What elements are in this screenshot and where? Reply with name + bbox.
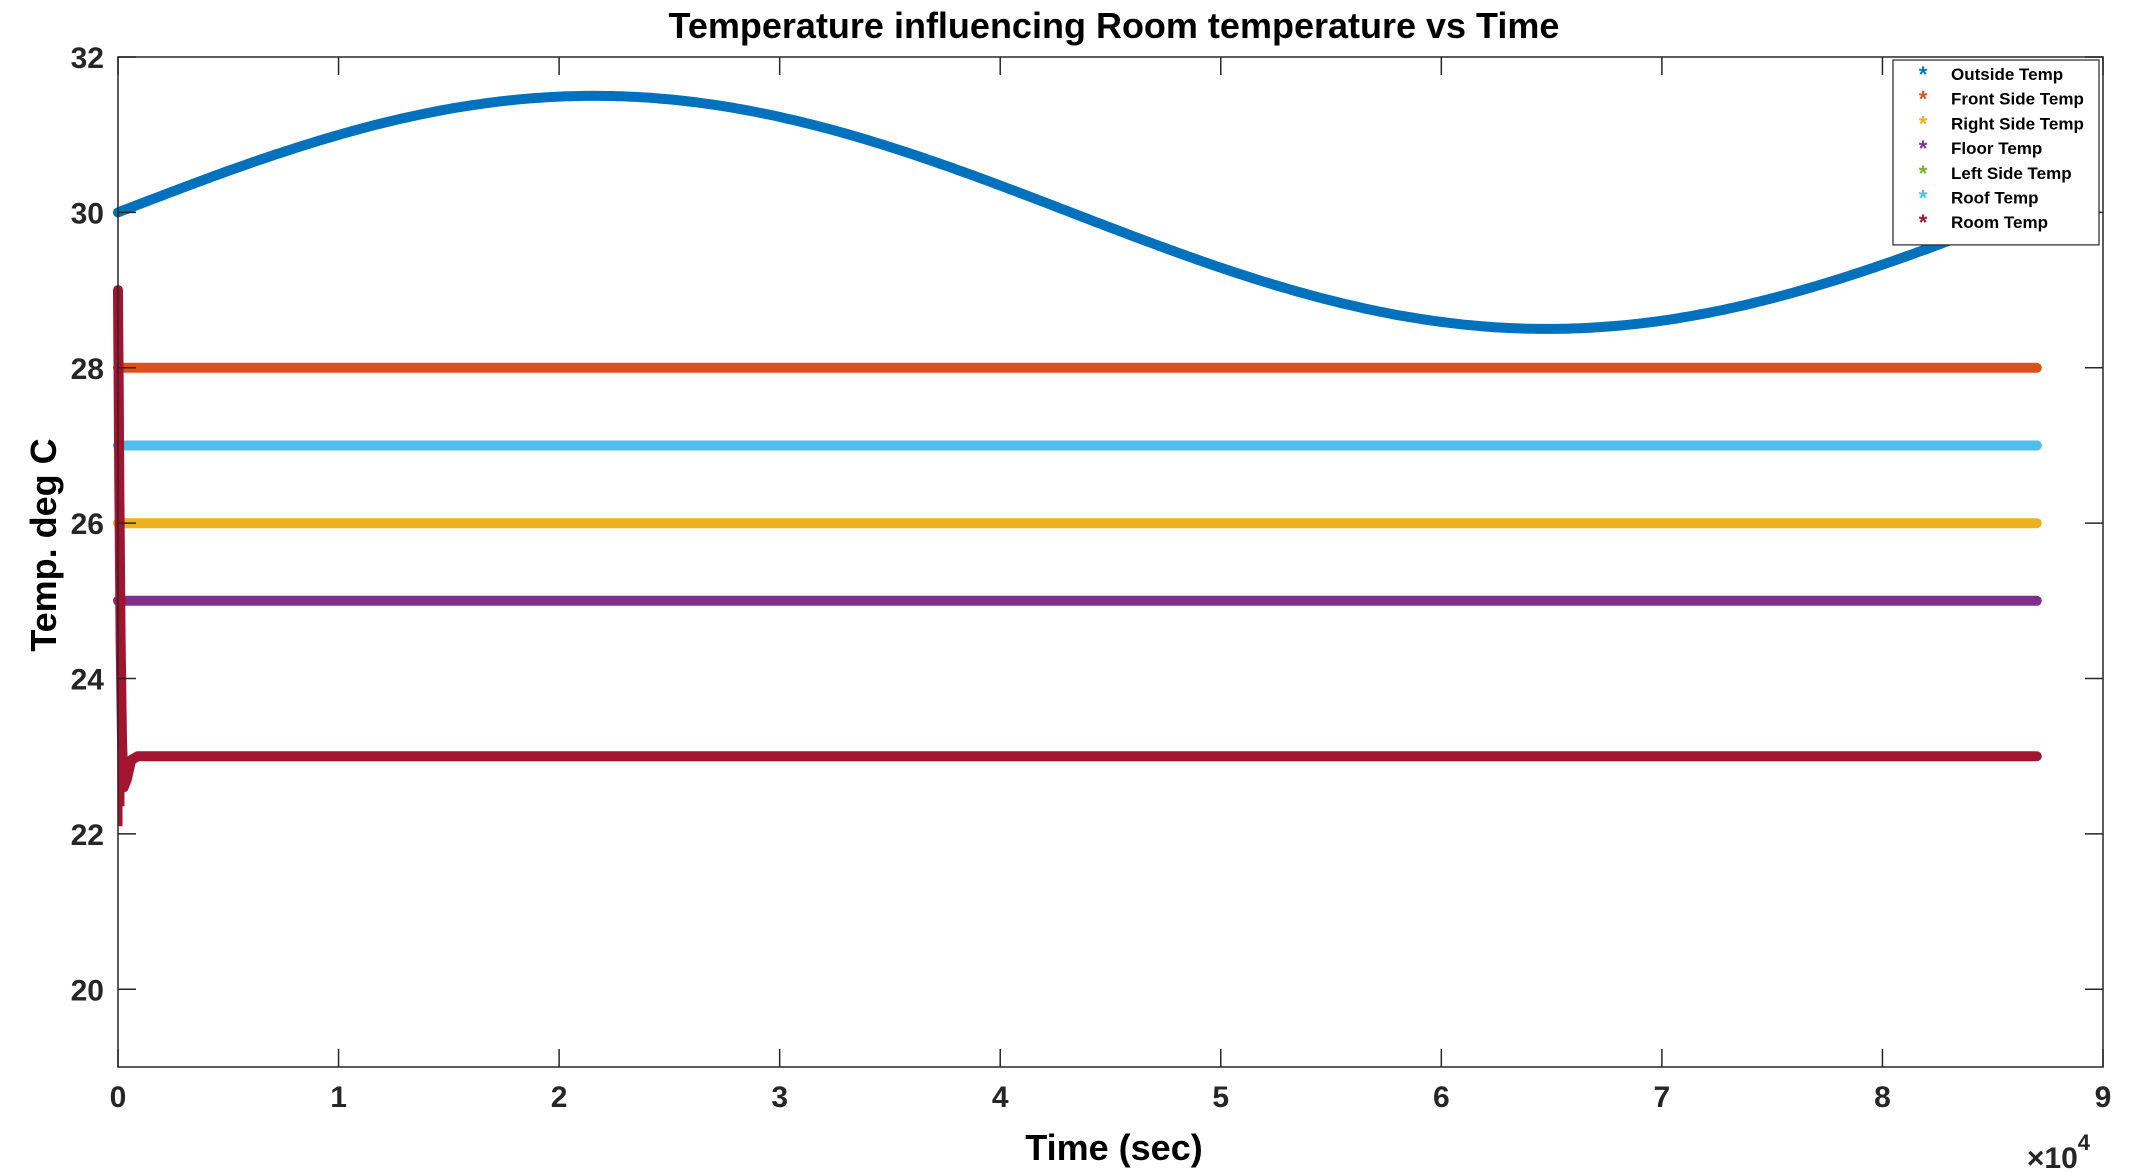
legend-marker: * xyxy=(1919,87,1928,112)
axes-box xyxy=(117,56,2104,1068)
legend-entry: Right Side Temp xyxy=(1951,114,2084,133)
x-exponent-power: 4 xyxy=(2078,1130,2091,1155)
legend-marker: * xyxy=(1919,136,1928,161)
y-tick-label: 24 xyxy=(71,664,105,697)
x-tick-label: 3 xyxy=(771,1081,788,1114)
legend-entry: Left Side Temp xyxy=(1951,164,2072,183)
legend-entry: Roof Temp xyxy=(1951,189,2039,208)
legend: * Outside Temp * Front Side Temp * Right Side… xyxy=(1892,59,2100,246)
legend-entry: Front Side Temp xyxy=(1951,90,2084,109)
x-tick-label: 9 xyxy=(2095,1081,2112,1114)
x-tick-label: 7 xyxy=(1654,1081,1671,1114)
x-exponent: ×104 xyxy=(2027,1130,2091,1173)
y-tick-label: 20 xyxy=(71,974,104,1007)
y-tick-label: 30 xyxy=(71,197,104,230)
axes: 0 1 2 3 4 5 6 7 8 9 20 22 24 26 28 30 32 xyxy=(71,42,2112,1114)
svg-text:×104: ×104 xyxy=(2027,1130,2091,1173)
y-tick-label: 26 xyxy=(71,508,104,541)
x-tick-label: 8 xyxy=(1874,1081,1891,1114)
x-tick-label: 2 xyxy=(551,1081,568,1114)
x-tick-label: 5 xyxy=(1212,1081,1229,1114)
legend-marker: * xyxy=(1919,111,1928,136)
y-tick-label: 28 xyxy=(71,353,104,386)
plot-area xyxy=(113,57,2103,1067)
legend-entry: Outside Temp xyxy=(1951,65,2063,84)
y-tick-label: 22 xyxy=(71,819,104,852)
x-tick-label: 0 xyxy=(110,1081,127,1114)
legend-entry: Floor Temp xyxy=(1951,139,2042,158)
x-tick-label: 4 xyxy=(992,1081,1009,1114)
x-tick-label: 1 xyxy=(330,1081,347,1114)
legend-marker: * xyxy=(1919,161,1928,186)
x-exponent-base: ×10 xyxy=(2027,1142,2078,1173)
plot-background xyxy=(118,57,2103,1067)
legend-marker: * xyxy=(1919,210,1928,235)
legend-marker: * xyxy=(1919,62,1928,87)
legend-marker: * xyxy=(1919,186,1928,211)
x-tick-label: 6 xyxy=(1433,1081,1450,1114)
legend-entry: Room Temp xyxy=(1951,213,2048,232)
chart-title: Temperature influencing Room temperature… xyxy=(669,5,1560,46)
y-axis-label: Temp. deg C xyxy=(23,438,64,651)
series-room-temp-transient xyxy=(115,290,125,827)
x-axis-label: Time (sec) xyxy=(1025,1127,1202,1168)
series-outside-temp xyxy=(113,90,2042,334)
legend-box xyxy=(1892,59,2100,246)
y-tick-label: 32 xyxy=(71,42,104,75)
